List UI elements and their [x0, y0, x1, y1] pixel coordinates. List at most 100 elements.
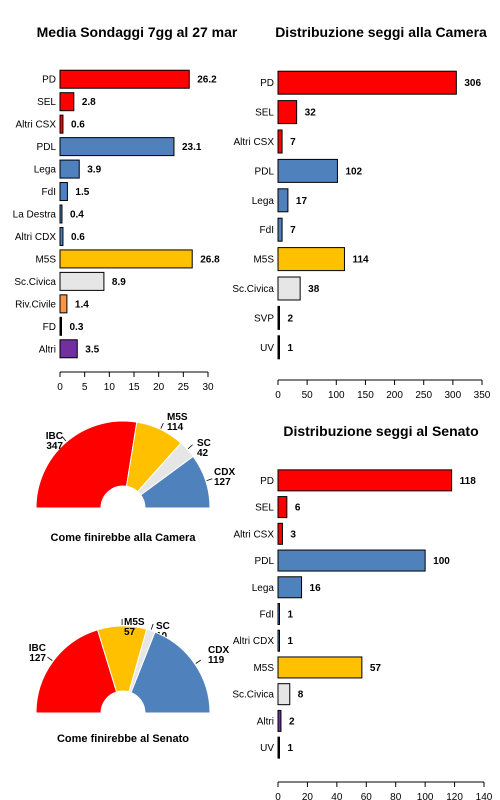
slice-value-m5s: 57: [124, 627, 136, 638]
slice-name-cdx: CDX: [214, 467, 235, 478]
slice-value-ibc: 347: [46, 441, 63, 452]
category-label-sel: SEL: [255, 108, 274, 119]
value-label-sel: 2.8: [82, 97, 96, 108]
slice-leader-m5s: [160, 422, 164, 429]
category-label-sel: SEL: [255, 503, 274, 514]
value-label-la-destra: 0.4: [70, 210, 84, 221]
value-label-uv: 1: [288, 343, 294, 354]
x-tick-label: 25: [178, 382, 190, 393]
camera-pie-title: Come finirebbe alla Camera: [51, 532, 197, 544]
bar-pdl: [59, 137, 175, 157]
category-label-sel: SEL: [37, 97, 56, 108]
value-label-pdl: 102: [345, 166, 362, 177]
slice-value-sc: 42: [197, 448, 209, 459]
value-label-lega: 3.9: [87, 165, 101, 176]
bar-pdl: [277, 158, 338, 183]
value-label-m5s: 57: [370, 663, 382, 674]
slice-ibc: [35, 420, 138, 509]
x-tick-label: 120: [446, 792, 463, 800]
slice-value-cdx: 127: [214, 477, 231, 488]
bar-altri: [277, 709, 282, 732]
value-label-altri-cdx: 0.6: [71, 232, 85, 243]
value-label-pd: 306: [464, 78, 481, 89]
bar-m5s: [277, 247, 345, 272]
slice-leader-ibc: [47, 656, 53, 661]
slice-value-ibc: 127: [29, 653, 46, 664]
x-tick-label: 100: [417, 792, 434, 800]
x-tick-label: 20: [302, 792, 314, 800]
value-label-lega: 16: [310, 583, 322, 594]
value-label-fdi: 1.5: [75, 187, 89, 198]
slice-ibc: [35, 629, 118, 714]
value-label-sc-civica: 8.9: [112, 277, 126, 288]
bar-altri-csx: [59, 114, 64, 134]
value-label-fd: 0.3: [70, 322, 84, 333]
senato-pie-title: Come finirebbe al Senato: [57, 733, 189, 745]
category-label-fdi: FdI: [260, 610, 274, 621]
bar-lega: [277, 188, 289, 213]
camera-chart-title: Distribuzione seggi alla Camera: [275, 24, 487, 40]
value-label-altri: 2: [289, 716, 295, 727]
value-label-fdi: 1: [288, 610, 294, 621]
category-label-fdi: FdI: [42, 187, 56, 198]
x-tick-label: 15: [128, 382, 140, 393]
category-label-altri-cdx: Altri CDX: [233, 636, 274, 647]
value-label-pdl: 23.1: [182, 142, 202, 153]
category-label-svp: SVP: [254, 313, 274, 324]
value-label-m5s: 114: [352, 255, 369, 266]
category-label-pdl: PDL: [255, 166, 275, 177]
x-tick-label: 20: [153, 382, 165, 393]
value-label-riv-civile: 1.4: [75, 299, 89, 310]
bar-altri-cdx: [277, 629, 280, 652]
value-label-altri-csx: 3: [290, 529, 296, 540]
category-label-lega: Lega: [34, 165, 57, 176]
category-label-pd: PD: [42, 75, 56, 86]
senato-half-donut: IBC127M5S57SC10CDX119: [29, 617, 229, 714]
bar-uv: [277, 736, 280, 759]
slice-value-m5s: 114: [167, 422, 184, 433]
category-label-pd: PD: [260, 78, 274, 89]
category-label-m5s: M5S: [35, 254, 56, 265]
x-tick-label: 40: [331, 792, 343, 800]
camera-seats-chart: Distribuzione seggi alla Camera PD 306 SEL…: [232, 24, 490, 401]
bar-la-destra: [59, 204, 63, 224]
x-tick-label: 0: [57, 382, 63, 393]
category-label-lega: Lega: [252, 196, 275, 207]
bar-pd: [277, 469, 453, 492]
value-label-pd: 26.2: [197, 75, 217, 86]
value-label-altri-cdx: 1: [288, 636, 294, 647]
category-label-pd: PD: [260, 476, 274, 487]
bar-altri-csx: [277, 129, 283, 154]
value-label-altri: 3.5: [85, 344, 99, 355]
bar-pd: [277, 70, 457, 95]
slice-name-m5s: M5S: [124, 617, 145, 628]
value-label-pdl: 100: [433, 556, 450, 567]
category-label-sc-civica: Sc.Civica: [232, 690, 274, 701]
bar-uv: [277, 335, 280, 360]
x-tick-label: 200: [386, 390, 403, 401]
category-label-la-destra: La Destra: [13, 210, 57, 221]
bar-sc-civica: [277, 683, 291, 706]
category-label-pdl: PDL: [255, 556, 275, 567]
poll-chart-title: Media Sondaggi 7gg al 27 mar: [37, 24, 238, 40]
slice-cdx: [130, 631, 211, 714]
category-label-altri: Altri: [257, 716, 274, 727]
bar-fdi: [277, 217, 283, 242]
bar-m5s: [59, 249, 193, 269]
x-tick-label: 140: [476, 792, 493, 800]
x-tick-label: 5: [82, 382, 88, 393]
bar-altri: [59, 339, 78, 359]
value-label-fdi: 7: [290, 225, 296, 236]
category-label-fd: FD: [43, 322, 56, 333]
bar-sc-civica: [59, 271, 105, 291]
value-label-uv: 1: [288, 743, 294, 754]
poll-chart-bars: PD 26.2 SEL 2.8 Altri CSX 0.6 PDL 23.1 Lega 3.9 Fd…: [13, 69, 220, 393]
x-tick-label: 350: [474, 390, 491, 401]
value-label-sc-civica: 38: [308, 284, 320, 295]
value-label-pd: 118: [460, 476, 477, 487]
value-label-sc-civica: 8: [298, 690, 304, 701]
